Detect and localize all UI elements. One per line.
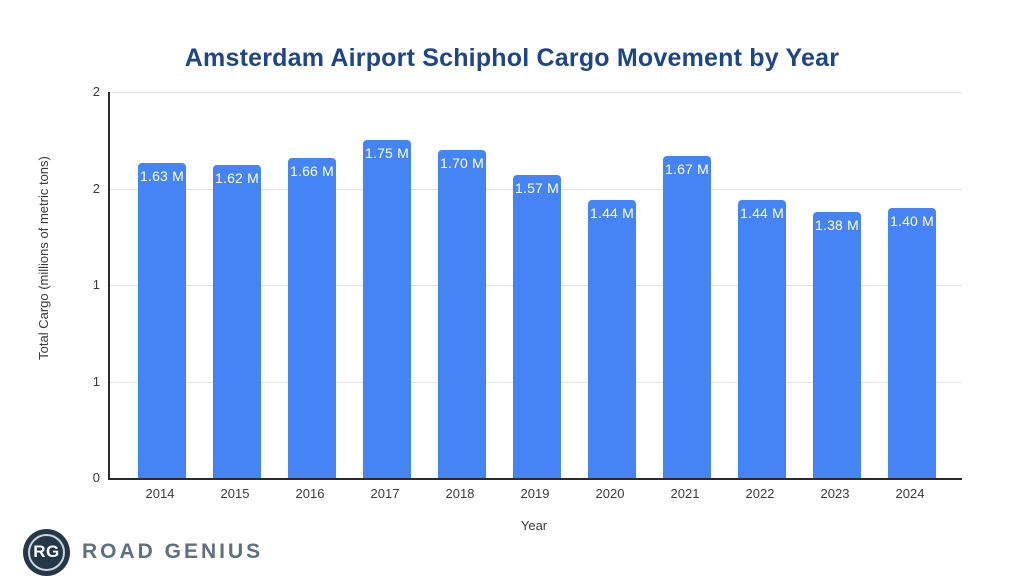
x-tick-label: 2018 [445, 486, 475, 501]
x-tick-label: 2015 [220, 486, 250, 501]
chart-title: Amsterdam Airport Schiphol Cargo Movemen… [184, 44, 840, 72]
bar-2014: 1.63 M [138, 163, 186, 478]
bar-value-label: 1.67 M [665, 160, 709, 177]
x-tick-label: 2023 [820, 486, 850, 501]
bar-2018: 1.70 M [438, 149, 486, 478]
y-tick-label: 2 [92, 84, 100, 99]
bar-value-label: 1.57 M [515, 180, 559, 196]
bar-2015: 1.62 M [213, 165, 261, 478]
x-tick-label: 2024 [895, 486, 925, 501]
bar-2022: 1.44 M [738, 200, 786, 478]
bar-value-label: 1.62 M [215, 170, 259, 187]
bar-2017: 1.75 M [363, 140, 411, 478]
bar-2016: 1.66 M [288, 157, 336, 478]
bar-2023: 1.38 M [813, 211, 861, 478]
bar-value-label: 1.63 M [140, 168, 184, 185]
rg-logo-ring [28, 533, 65, 571]
y-tick-label: 2 [92, 180, 100, 196]
x-tick-label: 2019 [520, 486, 550, 501]
bar-value-label: 1.66 M [290, 162, 334, 179]
y-tick-label: 0 [92, 470, 100, 485]
bar-2021: 1.67 M [663, 155, 711, 478]
plot-area: 1.63 M 1.62 M 1.66 M 1.75 M 1.70 M 1.57 M 1.44… [108, 92, 962, 480]
bar-2024: 1.40 M [888, 207, 936, 478]
gridline [110, 92, 962, 93]
y-tick-label: 1 [92, 373, 100, 389]
bar-value-label: 1.40 M [890, 212, 934, 229]
x-tick-label: 2022 [745, 486, 775, 501]
bar-2020: 1.44 M [588, 200, 636, 478]
x-axis-title: Year [520, 518, 548, 533]
x-tick-label: 2017 [370, 486, 400, 501]
bar-value-label: 1.75 M [365, 145, 409, 162]
bar-value-label: 1.44 M [590, 205, 634, 222]
x-tick-label: 2021 [670, 486, 700, 501]
x-tick-label: 2020 [595, 486, 625, 501]
rg-logo-icon: RG [23, 528, 70, 576]
x-tick-label: 2016 [295, 486, 325, 501]
bar-2019: 1.57 M [513, 175, 561, 478]
bar-value-label: 1.44 M [740, 205, 784, 222]
bar-value-label: 1.70 M [440, 154, 484, 171]
rg-logo-wordmark: ROAD GENIUS [82, 540, 264, 563]
x-tick-label: 2014 [145, 486, 175, 501]
rg-logo-initials: RG [33, 542, 60, 561]
bar-value-label: 1.38 M [815, 216, 859, 233]
y-axis-title: Total Cargo (millions of metric tons) [36, 156, 51, 360]
y-tick-label: 1 [92, 277, 100, 292]
road-genius-logo: RG ROAD GENIUS [23, 528, 263, 576]
